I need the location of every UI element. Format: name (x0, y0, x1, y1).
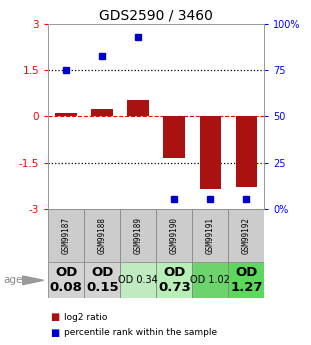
Text: GDS2590 / 3460: GDS2590 / 3460 (99, 9, 212, 23)
Text: GSM99189: GSM99189 (134, 217, 143, 254)
Polygon shape (22, 276, 44, 285)
Bar (120, 262, 156, 298)
Text: log2 ratio: log2 ratio (64, 313, 107, 322)
Bar (192, 209, 228, 262)
Bar (91, 109, 113, 117)
Bar (156, 262, 192, 298)
Text: ■: ■ (50, 313, 59, 322)
Bar (120, 209, 156, 262)
Text: OD
0.08: OD 0.08 (50, 266, 83, 294)
Text: GSM99190: GSM99190 (170, 217, 179, 254)
Bar (55, 113, 77, 117)
Bar (228, 209, 264, 262)
Bar (48, 209, 84, 262)
Bar (200, 117, 221, 189)
Bar (84, 209, 120, 262)
Text: GSM99188: GSM99188 (98, 217, 107, 254)
Text: OD
0.15: OD 0.15 (86, 266, 118, 294)
Text: percentile rank within the sample: percentile rank within the sample (64, 328, 217, 337)
Bar (164, 117, 185, 158)
Bar (156, 209, 192, 262)
Text: ■: ■ (50, 328, 59, 338)
Bar (128, 99, 149, 117)
Text: GSM99192: GSM99192 (242, 217, 251, 254)
Bar (228, 262, 264, 298)
Text: OD
0.73: OD 0.73 (158, 266, 191, 294)
Text: OD 1.02: OD 1.02 (190, 275, 230, 285)
Text: OD
1.27: OD 1.27 (230, 266, 262, 294)
Text: OD 0.34: OD 0.34 (118, 275, 158, 285)
Bar (48, 262, 84, 298)
Text: GSM99187: GSM99187 (62, 217, 71, 254)
Bar (84, 262, 120, 298)
Text: GSM99191: GSM99191 (206, 217, 215, 254)
Bar (192, 262, 228, 298)
Text: age: age (3, 275, 22, 285)
Bar (235, 117, 257, 187)
